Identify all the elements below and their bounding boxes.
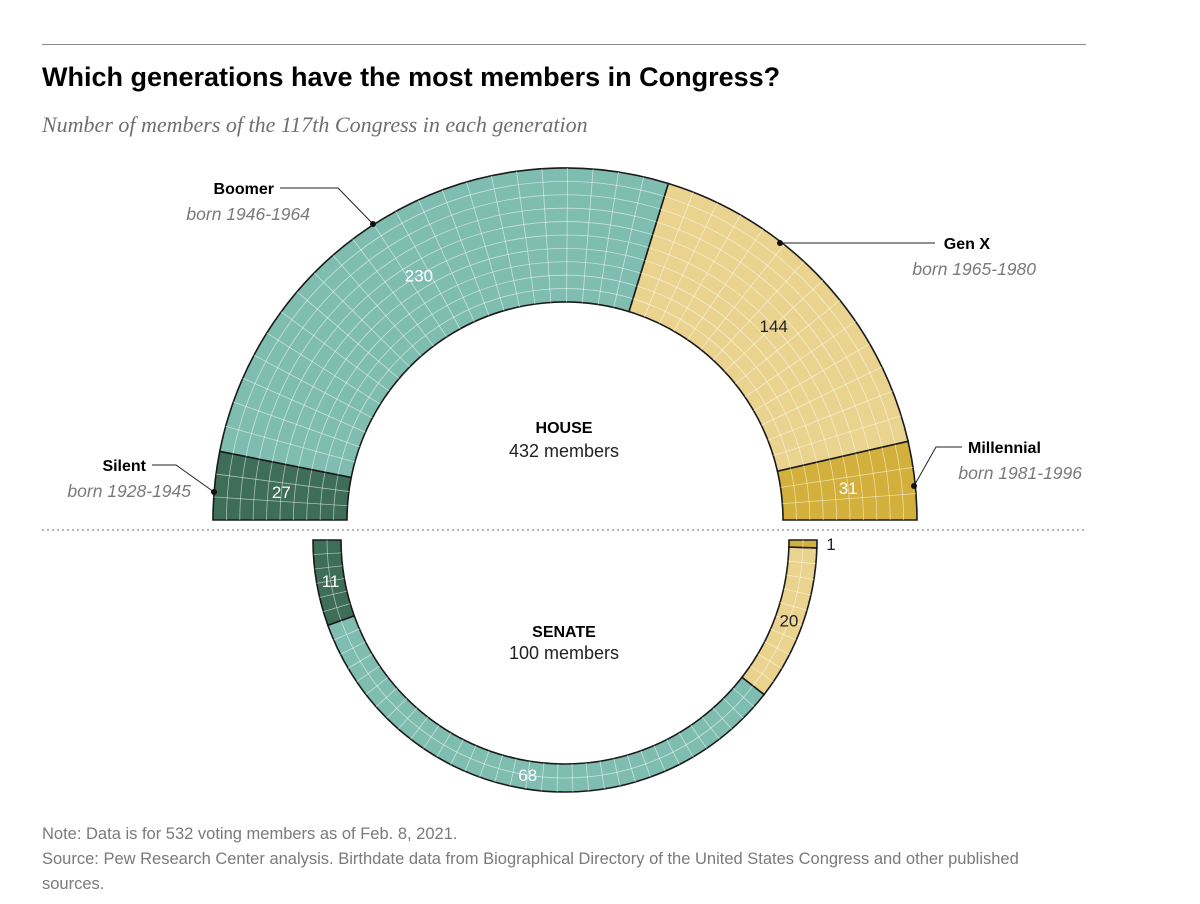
house-segment-silent: 27 bbox=[212, 450, 353, 521]
senate-segment-gen-x: 20 bbox=[740, 546, 818, 696]
callout-years-gen-x: born 1965-1980 bbox=[912, 259, 1036, 279]
chart-subtitle: Number of members of the 117th Congress … bbox=[42, 112, 588, 137]
callout-dot-gen-x bbox=[777, 240, 783, 246]
house-segment-gen-x: 144 bbox=[628, 182, 910, 473]
chart-note: Note: Data is for 532 voting members as … bbox=[42, 825, 458, 843]
callout-dot-silent bbox=[211, 489, 217, 495]
house-value-boomer: 230 bbox=[405, 266, 433, 285]
callout-line-millennial bbox=[913, 446, 962, 487]
callout-name-millennial: Millennial bbox=[968, 440, 1041, 457]
callout-name-silent: Silent bbox=[102, 458, 146, 475]
callout-name-boomer: Boomer bbox=[214, 181, 274, 198]
generation-callouts: Boomer born 1946-1964 Gen X born 1965-1980 S… bbox=[67, 181, 1082, 501]
callout-dot-millennial bbox=[911, 483, 917, 489]
callout-millennial: Millennial born 1981-1996 bbox=[911, 440, 1082, 489]
senate-segment-boomer: 68 bbox=[326, 614, 766, 793]
house-segment-boomer: 230 bbox=[218, 167, 670, 479]
callout-boomer: Boomer born 1946-1964 bbox=[186, 181, 376, 227]
senate-segment-millennial: 1 bbox=[788, 535, 836, 554]
house-arc: 27 230 144 31 bbox=[212, 167, 918, 521]
house-value-gen-x: 144 bbox=[760, 317, 788, 336]
callout-years-millennial: born 1981-1996 bbox=[958, 463, 1082, 483]
house-label: HOUSE bbox=[536, 420, 593, 437]
house-value-millennial: 31 bbox=[839, 479, 858, 498]
house-value-silent: 27 bbox=[272, 483, 291, 502]
senate-total: 100 members bbox=[509, 643, 619, 663]
callout-line-boomer bbox=[280, 187, 374, 225]
senate-value-boomer: 68 bbox=[518, 766, 537, 785]
senate-value-millennial: 1 bbox=[826, 535, 835, 554]
callout-dot-boomer bbox=[370, 221, 376, 227]
callout-line-silent bbox=[152, 464, 215, 493]
chart-title: Which generations have the most members … bbox=[42, 62, 781, 92]
house-segment-millennial: 31 bbox=[776, 440, 918, 521]
top-rule bbox=[42, 44, 1086, 45]
senate-label: SENATE bbox=[532, 624, 596, 641]
senate-arc: 11 68 20 1 bbox=[312, 535, 836, 793]
senate-value-silent: 11 bbox=[322, 572, 340, 591]
callout-silent: Silent born 1928-1945 bbox=[67, 458, 217, 501]
senate-value-gen-x: 20 bbox=[779, 612, 798, 631]
senate-segment-silent: 11 bbox=[312, 539, 356, 627]
callout-gen-x: Gen X born 1965-1980 bbox=[777, 236, 1036, 279]
callout-years-boomer: born 1946-1964 bbox=[186, 204, 310, 224]
house-total: 432 members bbox=[509, 441, 619, 461]
callout-name-gen-x: Gen X bbox=[944, 236, 991, 253]
chart-source: Source: Pew Research Center analysis. Bi… bbox=[42, 850, 1019, 893]
callout-years-silent: born 1928-1945 bbox=[67, 481, 191, 501]
